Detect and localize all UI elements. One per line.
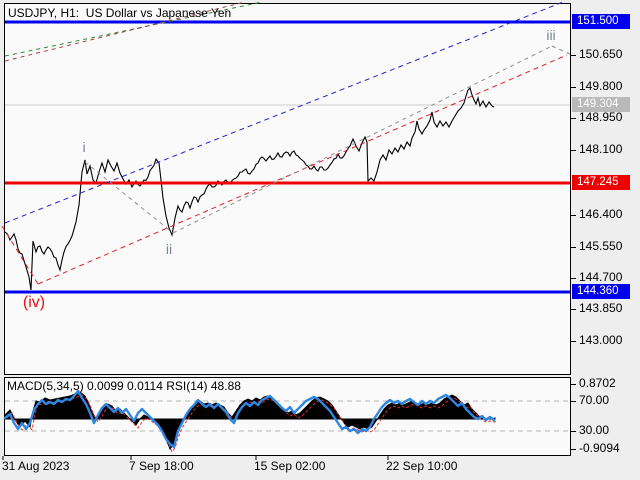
price-axis-tick [571,341,576,342]
price-tick-label: 150.650 [579,47,623,61]
price-badge: 144.360 [572,284,630,299]
price-badge: 151.500 [572,14,630,29]
main-chart-area[interactable] [4,3,571,375]
indicator-tick-label: -0.9094 [579,441,620,455]
price-axis-tick [571,87,576,88]
price-tick-label: 143.000 [579,333,623,347]
indicator-axis-tick [571,431,576,432]
symbol-title: USDJPY, H1: US Dollar vs Japanese Yen [8,6,232,20]
date-label: 22 Sep 10:00 [386,459,458,473]
price-tick-label: 149.800 [579,79,623,93]
price-badge: 147.245 [572,175,630,190]
price-axis-tick [571,150,576,151]
price-axis-tick [571,118,576,119]
date-label: 15 Sep 02:00 [254,459,326,473]
indicator-readout: MACD(5,34,5) 0.0099 0.0114 RSI(14) 48.88 [7,379,241,393]
price-axis-tick [571,247,576,248]
date-label: 7 Sep 18:00 [129,459,194,473]
date-label: 31 Aug 2023 [2,459,70,473]
indicator-tick-label: 70.00 [579,393,610,407]
price-axis-tick [571,278,576,279]
indicator-tick-label: 0.8702 [579,376,616,390]
indicator-axis-tick [571,449,576,450]
price-badge: 149.304 [572,97,630,112]
indicator-axis-tick [571,384,576,385]
price-tick-label: 148.950 [579,110,623,124]
price-axis-tick [571,215,576,216]
price-tick-label: 148.100 [579,142,623,156]
indicator-tick-label: 30.00 [579,423,610,437]
price-tick-label: 144.700 [579,270,623,284]
price-axis-tick [571,55,576,56]
price-tick-label: 145.550 [579,239,623,253]
price-tick-label: 146.400 [579,207,623,221]
price-axis-tick [571,309,576,310]
price-tick-label: 143.850 [579,301,623,315]
indicator-axis-tick [571,401,576,402]
